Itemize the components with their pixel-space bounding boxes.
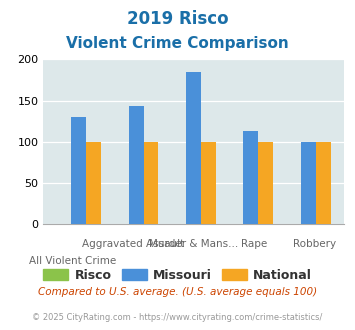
Bar: [71, 117, 86, 224]
Text: Murder & Mans...: Murder & Mans...: [149, 239, 238, 249]
Bar: [129, 106, 143, 224]
Bar: [301, 142, 316, 224]
Text: 2019 Risco: 2019 Risco: [127, 10, 228, 28]
Legend: Risco, Missouri, National: Risco, Missouri, National: [38, 264, 317, 287]
Bar: [143, 142, 158, 224]
Text: All Violent Crime: All Violent Crime: [29, 256, 116, 266]
Text: Aggravated Assault: Aggravated Assault: [82, 239, 184, 249]
Text: Compared to U.S. average. (U.S. average equals 100): Compared to U.S. average. (U.S. average …: [38, 287, 317, 297]
Text: Violent Crime Comparison: Violent Crime Comparison: [66, 36, 289, 51]
Bar: [186, 72, 201, 224]
Text: Rape: Rape: [241, 239, 267, 249]
Bar: [258, 142, 273, 224]
Bar: [201, 142, 216, 224]
Bar: [316, 142, 331, 224]
Bar: [244, 131, 258, 224]
Bar: [86, 142, 101, 224]
Text: Robbery: Robbery: [293, 239, 336, 249]
Text: © 2025 CityRating.com - https://www.cityrating.com/crime-statistics/: © 2025 CityRating.com - https://www.city…: [32, 314, 323, 322]
